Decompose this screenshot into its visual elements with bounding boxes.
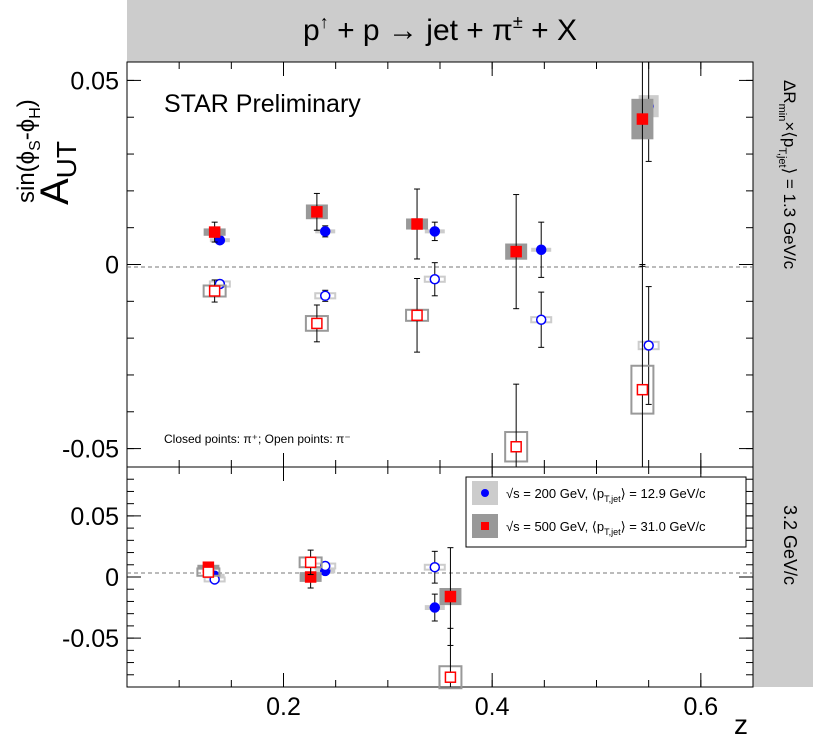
chart-title: p↑ + p → jet + π± + X <box>303 12 577 47</box>
ticks-layer: 0.05 0 -0.05 0.05 0 -0.05 0.2 0.4 0.6 <box>62 62 754 721</box>
point-pi-plus-200 <box>319 226 331 237</box>
point-pi-plus-500 <box>510 245 522 258</box>
x-tick-label: 0.6 <box>683 693 718 721</box>
point-pi-minus-500 <box>636 383 649 396</box>
y-tick-label: -0.05 <box>62 436 119 464</box>
side-label-bottom: 3.2 GeV/c <box>780 505 800 585</box>
x-tick-label: 0.4 <box>475 693 510 721</box>
point-pi-minus-500 <box>411 309 423 322</box>
point-pi-minus-500 <box>304 556 317 569</box>
point-pi-plus-500 <box>636 113 649 125</box>
svg-text:AUT: AUT <box>33 141 82 205</box>
svg-text:sin(ϕS-ϕH): sin(ϕS-ϕH) <box>13 99 44 203</box>
point-pi-plus-500 <box>444 590 457 603</box>
star-preliminary-label: STAR Preliminary <box>164 90 361 118</box>
title-band <box>127 0 813 62</box>
point-pi-plus-200 <box>535 244 547 256</box>
point-pi-plus-500 <box>311 206 323 218</box>
point-pi-minus-500 <box>510 441 522 453</box>
point-pi-minus-500 <box>311 317 323 330</box>
point-pi-plus-500 <box>208 226 221 238</box>
point-pi-plus-200 <box>429 602 441 613</box>
legend-label-200: √s = 200 GeV, ⟨pT,jet⟩ = 12.9 GeV/c <box>506 486 706 504</box>
point-pi-minus-200 <box>319 290 331 302</box>
side-band <box>753 62 813 687</box>
legend-marker-200 <box>481 489 489 497</box>
y-tick-label: -0.05 <box>62 625 119 653</box>
legend-marker-500 <box>481 522 489 530</box>
y-axis-label: AUT sin(ϕS-ϕH) <box>13 99 82 205</box>
point-pi-minus-200 <box>643 340 654 351</box>
point-pi-plus-500 <box>411 218 423 230</box>
point-pi-minus-500 <box>444 671 457 683</box>
svg-text:ΔRmin×⟨pT,jet⟩ = 1.3 GeV/c: ΔRmin×⟨pT,jet⟩ = 1.3 GeV/c <box>776 80 799 270</box>
marks-layer <box>196 62 660 690</box>
point-pi-minus-200 <box>429 561 441 573</box>
point-pi-minus-200 <box>429 273 441 285</box>
legend: √s = 200 GeV, ⟨pT,jet⟩ = 12.9 GeV/c √s =… <box>465 476 747 548</box>
side-label-top: ΔRmin×⟨pT,jet⟩ = 1.3 GeV/c <box>776 80 799 270</box>
legend-label-500: √s = 500 GeV, ⟨pT,jet⟩ = 31.0 GeV/c <box>506 519 706 537</box>
y-tick-label: 0 <box>105 564 119 592</box>
y-tick-label: 0 <box>105 252 119 280</box>
top-panel-frame <box>126 61 754 468</box>
points-note: Closed points: π⁺; Open points: π⁻ <box>164 432 351 446</box>
x-tick-label: 0.2 <box>266 693 301 721</box>
y-tick-label: 0.05 <box>70 503 119 531</box>
point-pi-minus-500 <box>208 285 221 297</box>
point-pi-minus-500 <box>202 566 215 578</box>
point-pi-plus-200 <box>429 226 441 237</box>
point-pi-minus-200 <box>535 314 547 325</box>
x-axis-label: z <box>734 709 748 740</box>
legend-frame <box>465 476 747 548</box>
y-tick-label: 0.05 <box>70 67 119 95</box>
